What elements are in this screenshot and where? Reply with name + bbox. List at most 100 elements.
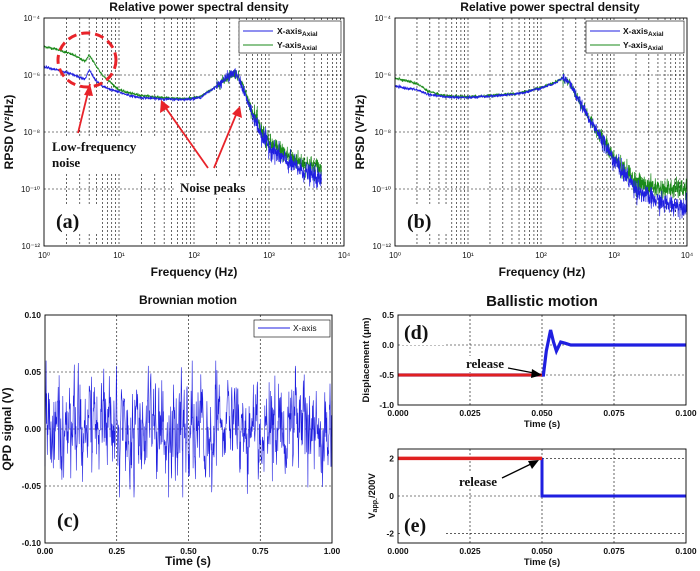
chart-d-ylabel: Displacement (μm) [361, 318, 372, 403]
legend-a-x: X-axisAxial [277, 26, 318, 38]
x-tick-label: 0.000 [387, 546, 409, 556]
x-tick-label: 0.025 [459, 546, 481, 556]
annotation-bg-b [176, 177, 260, 197]
series-brownian [44, 360, 333, 498]
chart-b-legend: X-axisAxial Y-axisAxial [585, 20, 685, 54]
y-tick-label: 2 [389, 453, 394, 463]
y-tick-label: 10⁻⁶ [375, 71, 391, 80]
chart-d-xlabel: Time (s) [524, 419, 560, 430]
x-tick-label: 10³ [263, 251, 275, 260]
arrow-noise-peak-2 [213, 109, 239, 169]
x-tick-label: 0.75 [252, 546, 269, 556]
x-tick-label: 0.050 [531, 408, 553, 418]
panel-label-b-bg [404, 206, 450, 234]
chart-d-frame [397, 314, 687, 406]
x-tick-label: 0.000 [387, 408, 409, 418]
chart-c-legend: X-axis [253, 319, 331, 338]
panel-label-b: (b) [407, 211, 431, 233]
release-d-bg [462, 356, 514, 372]
x-tick-label: 10⁴ [681, 251, 694, 260]
y-tick-label: 10⁻¹⁰ [21, 185, 40, 194]
chart-a: Relative power spectral density 10⁰ 10¹ 10… [2, 0, 351, 279]
series-after-release [398, 329, 686, 377]
chart-b-xlabel: Frequency (Hz) [499, 265, 586, 279]
y-tick-label: -0.5 [379, 370, 394, 380]
x-tick-label: 10⁰ [38, 251, 50, 260]
panel-label-e: (e) [404, 515, 426, 537]
annotation-noise: noise [52, 155, 80, 170]
chart-e-frame [397, 448, 687, 544]
arrow-noise-peak-1 [162, 103, 209, 169]
arrowhead-release-d [531, 369, 542, 378]
x-tick-label: 10¹ [462, 251, 474, 260]
arrowhead-low-frequency [84, 84, 93, 96]
x-tick-label: 10³ [608, 251, 620, 260]
low-frequency-circle [56, 31, 118, 89]
annotation-low-frequency: Low-frequency [52, 139, 137, 154]
x-tick-label: 0.00 [37, 546, 54, 556]
chart-c-ylabel: QPD signal (V) [0, 387, 14, 470]
chart-a-legend: X-axisAxial Y-axisAxial [238, 20, 342, 54]
x-tick-label: 0.100 [675, 408, 697, 418]
y-tick-label: 10⁻⁴ [374, 14, 391, 23]
arrowhead-noise-peak-1 [160, 100, 170, 113]
arrowhead-noise-peak-2 [232, 106, 242, 118]
legend-c-x: X-axis [293, 323, 317, 333]
y-tick-label: 0.00 [24, 424, 41, 434]
x-tick-label: 0.050 [531, 546, 553, 556]
annotation-bg-a [49, 136, 159, 172]
chart-c: Brownian motion 0.00 0.25 0.50 0.75 1.00 -0.1… [0, 293, 341, 568]
chart-b-title: Relative power spectral density [460, 0, 640, 14]
x-tick-label: 10⁴ [338, 251, 351, 260]
y-tick-label: -0.05 [22, 481, 42, 491]
y-tick-label: 10⁻⁸ [24, 128, 41, 137]
y-tick-label: 0.5 [382, 310, 394, 320]
chart-d: Ballistic motion 0.000 0.025 0.050 0.075 0.1… [361, 293, 697, 430]
series-blue [394, 73, 688, 220]
x-tick-label: 0.100 [675, 546, 697, 556]
y-tick-label: 10⁻¹² [373, 242, 392, 251]
y-tick-label: 10⁻⁶ [24, 71, 40, 80]
chart-e: 0.000 0.025 0.050 0.075 0.100 -2 0 2 Time (s) V… [367, 448, 697, 568]
x-tick-label: 0.075 [603, 546, 625, 556]
annotation-release-e: release [459, 474, 497, 489]
y-tick-label: 10⁻⁴ [23, 14, 40, 23]
chart-a-frame [43, 17, 345, 247]
arrow-release-e [501, 461, 536, 479]
panel-label-d: (d) [404, 322, 428, 344]
chart-b: Relative power spectral density 10⁰ 10¹ 10… [353, 0, 694, 279]
y-tick-label: -2 [386, 529, 394, 539]
panel-label-a-bg [53, 206, 99, 234]
chart-a-title: Relative power spectral density [109, 0, 289, 14]
y-tick-label: 10⁻¹⁰ [372, 185, 391, 194]
y-tick-label: 10⁻⁸ [375, 128, 392, 137]
y-tick-label: 0.10 [24, 310, 41, 320]
series-after-release [540, 458, 686, 498]
panel-label-c-bg [54, 505, 100, 533]
x-tick-label: 0.025 [459, 408, 481, 418]
chart-a-ylabel: RPSD (V²/Hz) [2, 95, 16, 170]
x-tick-label: 10² [188, 251, 200, 260]
chart-b-frame [394, 17, 688, 247]
y-tick-label: 0.0 [382, 340, 394, 350]
x-tick-label: 0.50 [180, 546, 197, 556]
panel-label-a: (a) [56, 211, 79, 233]
chart-d-title: Ballistic motion [486, 293, 598, 310]
chart-e-ylabel: Vapp./200V [367, 473, 379, 519]
x-tick-label: 10¹ [113, 251, 125, 260]
chart-c-title: Brownian motion [139, 293, 237, 307]
chart-c-xlabel: Time (s) [165, 554, 211, 568]
x-tick-label: 10² [535, 251, 547, 260]
x-tick-label: 0.25 [108, 546, 125, 556]
chart-c-frame [44, 314, 333, 544]
x-tick-label: 1.00 [324, 546, 341, 556]
legend-b-x: X-axisAxial [623, 26, 664, 38]
y-tick-label: 0.05 [24, 367, 41, 377]
legend-b-y: Y-axisAxial [623, 40, 663, 52]
panel-label-c: (c) [57, 510, 79, 532]
annotation-noise-peaks: Noise peaks [180, 180, 245, 195]
legend-a-y: Y-axisAxial [277, 40, 317, 52]
x-tick-label: 10⁰ [389, 251, 401, 260]
y-tick-label: -0.10 [22, 538, 42, 548]
